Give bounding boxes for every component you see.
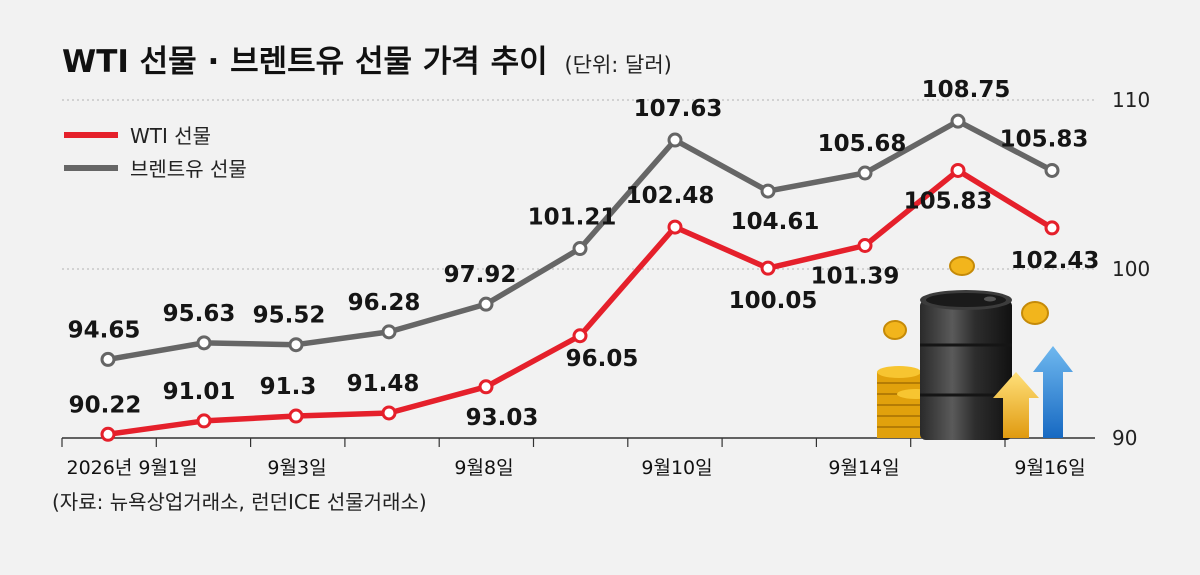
data-point [857, 238, 873, 254]
data-point [288, 337, 304, 353]
data-point [381, 405, 397, 421]
data-label: 90.22 [69, 392, 142, 418]
data-label: 97.92 [444, 262, 517, 288]
data-label: 91.01 [163, 379, 236, 405]
data-label: 91.48 [347, 371, 420, 397]
data-label: 94.65 [68, 317, 141, 343]
data-point [857, 165, 873, 181]
legend: WTI 선물 브렌트유 선물 [64, 118, 247, 184]
series-line [105, 118, 1055, 363]
legend-label-wti: WTI 선물 [130, 124, 212, 148]
data-point [572, 241, 588, 257]
source-note: (자료: 뉴욕상업거래소, 런던ICE 선물거래소) [52, 490, 427, 514]
data-point [478, 296, 494, 312]
data-label: 105.68 [818, 131, 907, 157]
up-arrow-icon [993, 346, 1073, 438]
data-label: 107.63 [634, 96, 723, 122]
data-point [288, 408, 304, 424]
data-point [196, 413, 212, 429]
data-point [381, 324, 397, 340]
x-tick-label: 9월8일 [454, 457, 513, 479]
data-label: 95.63 [163, 301, 236, 327]
data-point [950, 113, 966, 129]
data-point [760, 260, 776, 276]
data-label: 101.21 [528, 205, 617, 231]
data-point [1044, 220, 1060, 236]
x-tick-label: 2026년 9월1일 [66, 457, 197, 479]
data-point [667, 219, 683, 235]
data-label: 96.05 [566, 346, 639, 372]
unit-note: (단위: 달러) [564, 53, 672, 77]
y-tick-label: 100 [1112, 257, 1150, 281]
y-tick-label: 110 [1112, 88, 1150, 112]
data-point [950, 162, 966, 178]
data-label: 104.61 [731, 209, 820, 235]
data-label: 91.3 [260, 374, 317, 400]
y-tick-label: 90 [1112, 426, 1137, 450]
data-point [572, 328, 588, 344]
data-point [667, 132, 683, 148]
data-point [196, 335, 212, 351]
legend-swatch-wti [64, 131, 118, 138]
data-label: 105.83 [1000, 126, 1089, 152]
data-point [478, 379, 494, 395]
data-point [1044, 162, 1060, 178]
x-tick-label: 9월10일 [641, 457, 712, 479]
oil-barrel-icon [920, 290, 1012, 440]
data-label: 93.03 [466, 405, 539, 431]
x-tick-label: 9월16일 [1014, 457, 1085, 479]
legend-item-wti: WTI 선물 [64, 118, 247, 151]
data-label: 102.43 [1011, 248, 1100, 274]
legend-swatch-brent [64, 164, 118, 171]
chart-title: WTI 선물 · 브렌트유 선물 가격 추이 (단위: 달러) [62, 36, 672, 81]
data-label: 102.48 [626, 183, 715, 209]
legend-item-brent: 브렌트유 선물 [64, 151, 247, 184]
oil-barrel-illustration [877, 256, 1073, 440]
x-tick-label: 9월14일 [828, 457, 899, 479]
data-label: 100.05 [729, 288, 818, 314]
data-label: 108.75 [922, 77, 1011, 103]
x-tick-label: 9월3일 [267, 457, 326, 479]
data-point [100, 426, 116, 442]
data-point [760, 183, 776, 199]
coin-icon [883, 256, 1049, 340]
data-point [100, 351, 116, 367]
data-label: 96.28 [348, 290, 421, 316]
title-text: WTI 선물 · 브렌트유 선물 가격 추이 [62, 44, 548, 80]
data-label: 105.83 [904, 188, 993, 214]
data-label: 95.52 [253, 303, 326, 329]
data-label: 101.39 [811, 264, 900, 290]
legend-label-brent: 브렌트유 선물 [130, 157, 247, 181]
